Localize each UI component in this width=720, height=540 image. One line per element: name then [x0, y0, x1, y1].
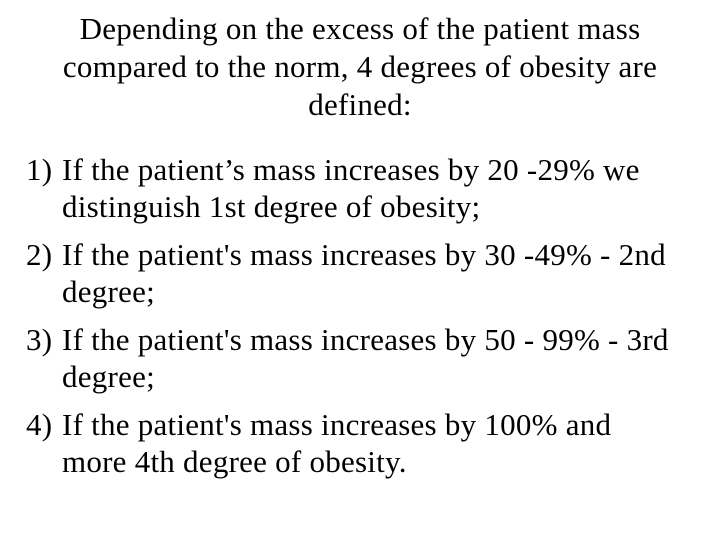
list-item-text: If the patient's mass increases by 50 - …	[62, 321, 669, 395]
slide-title-line-2: compared to the norm, 4 degrees of obesi…	[62, 49, 658, 84]
slide-title-line-3: defined:	[308, 87, 412, 122]
list-item-text-line: degree;	[62, 274, 155, 309]
list-item-text-line: If the patient's mass increases by 100% …	[62, 407, 612, 442]
list-item-text-line: more 4th degree of obesity.	[62, 444, 407, 479]
list-item-degree-2: 2) If the patient's mass increases by 30…	[26, 236, 720, 310]
list-item-marker: 1)	[26, 152, 53, 187]
list-item-degree-3: 3) If the patient's mass increases by 50…	[26, 321, 720, 395]
list-item-text-line: degree;	[62, 359, 155, 394]
list-item-degree-4: 4) If the patient's mass increases by 10…	[26, 406, 720, 480]
list-item-degree-1: 1) If the patient’s mass increases by 20…	[26, 151, 720, 225]
list-item-text: If the patient's mass increases by 100% …	[62, 406, 611, 480]
list-item-marker: 4)	[26, 407, 53, 442]
list-item-text-line: If the patient's mass increases by 50 - …	[62, 322, 669, 357]
list-item-text-line: distinguish 1st degree of obesity;	[62, 189, 481, 224]
list-item-text: If the patient's mass increases by 30 -4…	[62, 236, 666, 310]
slide-title-line-1: Depending on the excess of the patient m…	[79, 11, 641, 46]
list-item-marker: 3)	[26, 322, 53, 357]
slide-title: Depending on the excess of the patient m…	[0, 0, 720, 124]
list-item-marker: 2)	[26, 237, 53, 272]
list-item-text-line: If the patient’s mass increases by 20 -2…	[62, 152, 640, 187]
list-item-text-line: If the patient's mass increases by 30 -4…	[62, 237, 666, 272]
obesity-degrees-list: 1) If the patient’s mass increases by 20…	[0, 151, 720, 480]
list-item-text: If the patient’s mass increases by 20 -2…	[62, 151, 640, 225]
